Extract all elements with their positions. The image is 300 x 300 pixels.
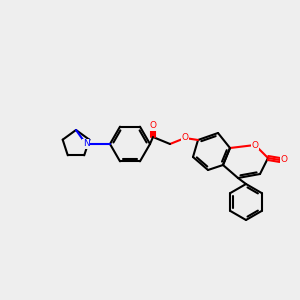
Text: O: O (251, 140, 259, 149)
Text: O: O (149, 122, 157, 130)
Text: N: N (82, 140, 89, 148)
Text: O: O (280, 155, 287, 164)
Text: O: O (182, 134, 188, 142)
